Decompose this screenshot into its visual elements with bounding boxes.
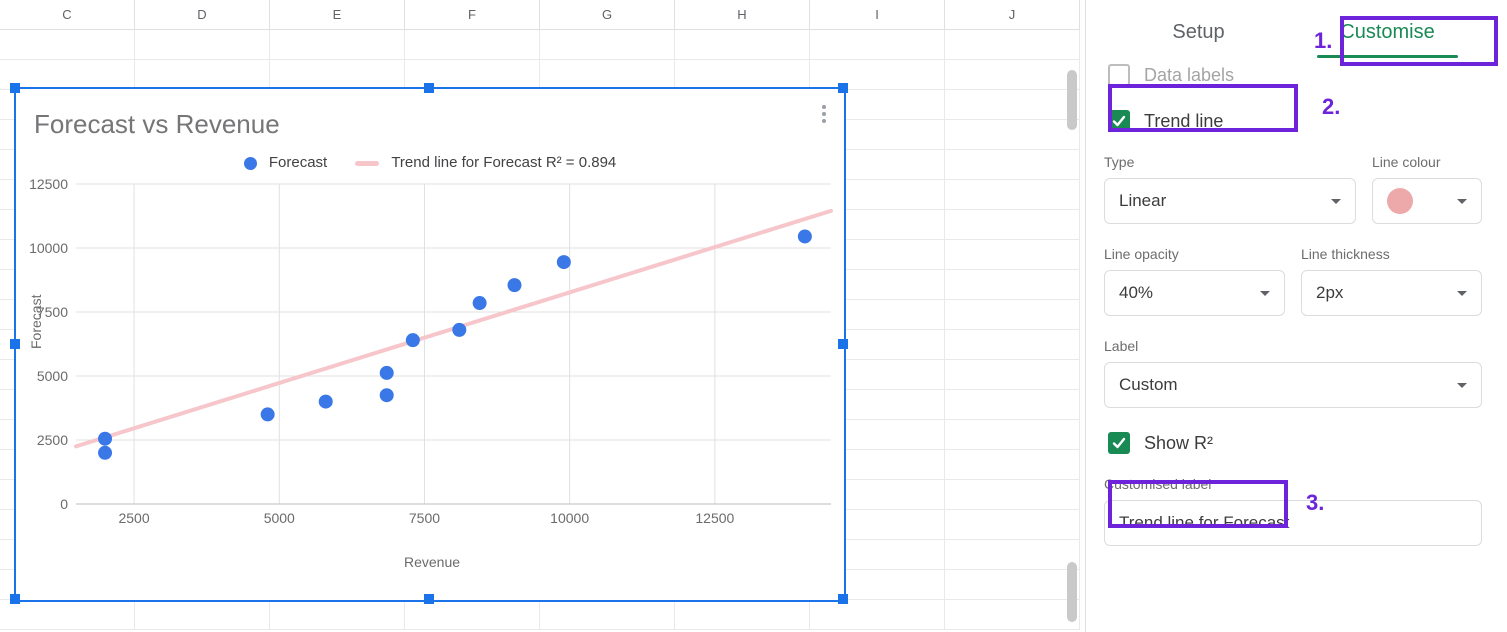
resize-handle-bottom-right[interactable] [838, 594, 848, 604]
checkbox-trendline-label: Trend line [1144, 111, 1223, 132]
vertical-scrollbar-thumb-bottom[interactable] [1067, 562, 1077, 622]
resize-handle-middle-left[interactable] [10, 339, 20, 349]
chevron-down-icon [1457, 199, 1467, 209]
label-line-opacity: Line opacity [1104, 246, 1285, 262]
y-tick-label: 7500 [6, 304, 76, 320]
chart-plot-area: 0250050007500100001250025005000750010000… [76, 184, 831, 504]
resize-handle-middle-right[interactable] [838, 339, 848, 349]
label-line-thickness: Line thickness [1301, 246, 1482, 262]
y-tick-label: 2500 [6, 432, 76, 448]
x-tick-label: 5000 [264, 504, 295, 526]
resize-handle-top-left[interactable] [10, 83, 20, 93]
select-type-value: Linear [1119, 191, 1166, 211]
column-header[interactable]: E [270, 0, 405, 29]
checkbox-show-r2-row: Show R² [1104, 430, 1482, 456]
column-header[interactable]: C [0, 0, 135, 29]
select-label-value: Custom [1119, 375, 1178, 395]
vertical-scrollbar-thumb[interactable] [1067, 70, 1077, 130]
column-header[interactable]: G [540, 0, 675, 29]
resize-handle-bottom-middle[interactable] [424, 594, 434, 604]
field-line-opacity: Line opacity 40% [1104, 246, 1285, 316]
chart-title: Forecast vs Revenue [34, 109, 280, 140]
line-colour-swatch [1387, 188, 1413, 214]
chevron-down-icon [1457, 383, 1467, 393]
label-customised-label: Customised label [1104, 476, 1482, 492]
x-tick-label: 7500 [409, 504, 440, 526]
column-header[interactable]: H [675, 0, 810, 29]
chart-legend: Forecast Trend line for Forecast R² = 0.… [16, 154, 844, 171]
resize-handle-bottom-left[interactable] [10, 594, 20, 604]
field-label: Label Custom [1104, 338, 1482, 408]
checkbox-data-labels-label: Data labels [1144, 65, 1234, 86]
y-tick-label: 10000 [6, 240, 76, 256]
checkbox-data-labels-row: Data labels [1104, 62, 1482, 88]
legend-trend-swatch [355, 161, 379, 166]
select-line-thickness-value: 2px [1316, 283, 1343, 303]
panel-tabs: Setup Customise [1104, 0, 1482, 64]
legend-trend-label: Trend line for Forecast R² = 0.894 [391, 154, 616, 171]
select-line-colour[interactable] [1372, 178, 1482, 224]
y-tick-label: 5000 [6, 368, 76, 384]
chevron-down-icon [1457, 291, 1467, 301]
checkbox-data-labels[interactable] [1108, 64, 1130, 86]
label-type: Type [1104, 154, 1356, 170]
select-line-opacity[interactable]: 40% [1104, 270, 1285, 316]
select-type[interactable]: Linear [1104, 178, 1356, 224]
legend-series-label: Forecast [269, 154, 327, 171]
y-tick-label: 12500 [6, 176, 76, 192]
checkbox-trendline[interactable] [1108, 110, 1130, 132]
chevron-down-icon [1331, 199, 1341, 209]
chevron-down-icon [1260, 291, 1270, 301]
checkbox-show-r2[interactable] [1108, 432, 1130, 454]
annotation-number-2: 2. [1322, 94, 1340, 120]
chart-selection-frame[interactable]: Forecast vs Revenue Forecast Trend line … [14, 87, 846, 602]
select-line-opacity-value: 40% [1119, 283, 1153, 303]
column-header[interactable]: J [945, 0, 1080, 29]
field-line-thickness: Line thickness 2px [1301, 246, 1482, 316]
select-label[interactable]: Custom [1104, 362, 1482, 408]
x-tick-label: 2500 [118, 504, 149, 526]
input-customised-label[interactable] [1104, 500, 1482, 546]
label-line-colour: Line colour [1372, 154, 1482, 170]
checkbox-show-r2-label: Show R² [1144, 433, 1213, 454]
label-label: Label [1104, 338, 1482, 354]
annotation-number-3: 3. [1306, 490, 1324, 516]
column-header[interactable]: I [810, 0, 945, 29]
column-header-row: CDEFGHIJ [0, 0, 1080, 30]
resize-handle-top-right[interactable] [838, 83, 848, 93]
legend-series-swatch [244, 157, 257, 170]
y-axis-label: Forecast [28, 295, 44, 349]
tab-setup[interactable]: Setup [1104, 0, 1293, 64]
chart-menu-button[interactable] [814, 99, 834, 129]
field-customised-label: Customised label [1104, 476, 1482, 546]
column-header[interactable]: D [135, 0, 270, 29]
column-header[interactable]: F [405, 0, 540, 29]
field-line-colour: Line colour [1372, 154, 1482, 224]
annotation-number-1: 1. [1314, 28, 1332, 54]
x-axis-label: Revenue [16, 554, 848, 570]
y-tick-label: 0 [6, 496, 76, 512]
select-line-thickness[interactable]: 2px [1301, 270, 1482, 316]
x-tick-label: 12500 [695, 504, 734, 526]
resize-handle-top-middle[interactable] [424, 83, 434, 93]
field-type: Type Linear [1104, 154, 1356, 224]
checkbox-trendline-row: Trend line [1104, 108, 1482, 134]
x-tick-label: 10000 [550, 504, 589, 526]
chart-editor-panel: Setup Customise Data labels Trend line T… [1085, 0, 1500, 632]
